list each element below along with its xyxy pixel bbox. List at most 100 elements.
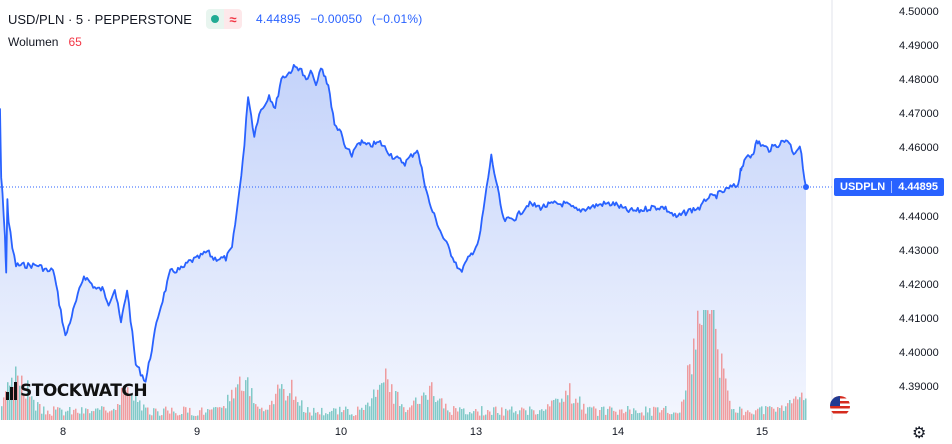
volume-bar <box>221 407 223 420</box>
volume-bar <box>493 407 495 420</box>
volume-bar <box>483 415 485 420</box>
volume-bar <box>349 414 351 420</box>
volume-bar <box>335 408 337 420</box>
volume-bar <box>383 382 385 420</box>
volume-bar <box>647 412 649 420</box>
volume-bar <box>381 383 383 420</box>
y-tick-label: 4.48000 <box>899 74 939 87</box>
symbol-title[interactable]: USD/PLN · 5 · PEPPERSTONE <box>8 11 192 27</box>
volume-bar <box>597 415 599 420</box>
volume-bar <box>745 411 747 420</box>
volume-bar <box>723 368 725 420</box>
wavy-equal-icon[interactable]: ≈ <box>223 9 242 29</box>
volume-bar <box>709 313 711 420</box>
volume-bar <box>455 408 457 420</box>
volume-bar <box>727 390 729 420</box>
volume-bar <box>765 406 767 420</box>
volume-bar <box>113 408 115 420</box>
volume-bar <box>309 412 311 420</box>
volume-bar <box>715 328 717 420</box>
price-tag: USDPLN 4.44895 <box>834 178 944 196</box>
volume-bar <box>151 415 153 420</box>
volume-bar <box>395 391 397 420</box>
volume-bar <box>185 407 187 420</box>
volume-bar <box>529 406 531 420</box>
volume-bar <box>585 413 587 420</box>
volume-bar <box>485 414 487 420</box>
volume-bar <box>753 414 755 420</box>
volume-bar <box>589 406 591 420</box>
volume-bar <box>767 406 769 420</box>
volume-bar <box>387 379 389 420</box>
volume-bar <box>255 404 257 420</box>
x-tick-label: 8 <box>59 426 67 438</box>
volume-bar <box>45 414 47 420</box>
volume-bar <box>731 409 733 420</box>
volume-bar <box>497 413 499 420</box>
volume-bar <box>665 406 667 420</box>
volume-bar <box>217 407 219 420</box>
volume-bar <box>555 398 557 420</box>
volume-bar <box>315 412 317 420</box>
volume-bar <box>173 411 175 420</box>
volume-bar <box>697 310 699 420</box>
volume-bar <box>137 402 139 420</box>
volume-bar <box>131 393 133 420</box>
volume-bar <box>83 413 85 420</box>
volume-bar <box>339 406 341 420</box>
volume-bar <box>595 408 597 420</box>
volume-bar <box>291 379 293 420</box>
volume-bar <box>755 410 757 420</box>
volume-bar <box>495 406 497 420</box>
volume-bar <box>363 410 365 420</box>
volume-bar <box>609 406 611 420</box>
volume-bar <box>457 411 459 420</box>
volume-bar <box>219 407 221 420</box>
volume-bar <box>279 388 281 420</box>
volume-bar <box>59 407 61 420</box>
volume-bar <box>245 380 247 420</box>
volume-bar <box>565 390 567 420</box>
volume-bar <box>419 403 421 420</box>
volume-bar <box>187 412 189 420</box>
gear-icon[interactable]: ⚙ <box>912 425 927 442</box>
market-status-pill[interactable]: ≈ <box>205 9 242 29</box>
volume-legend[interactable]: Wolumen 65 <box>8 35 82 49</box>
volume-bar <box>205 412 207 420</box>
volume-bar <box>41 413 43 420</box>
volume-value: 65 <box>68 35 82 49</box>
volume-bar <box>79 413 81 420</box>
x-tick-label: 10 <box>334 426 348 438</box>
volume-bar <box>713 310 715 420</box>
volume-bar <box>769 406 771 420</box>
last-price-dot <box>803 184 809 191</box>
volume-bar <box>261 407 263 420</box>
volume-bar <box>229 401 231 420</box>
volume-bar <box>463 408 465 420</box>
volume-bar <box>91 411 93 420</box>
volume-bar <box>551 400 553 420</box>
volume-bar <box>413 400 415 420</box>
volume-bar <box>181 414 183 420</box>
volume-bar <box>345 406 347 420</box>
volume-bar <box>51 415 53 420</box>
volume-bar <box>549 406 551 420</box>
volume-bar <box>199 410 201 420</box>
volume-bar <box>225 408 227 420</box>
volume-bar <box>73 409 75 420</box>
market-open-dot-icon[interactable] <box>205 9 224 29</box>
volume-bar <box>263 411 265 420</box>
us-flag-icon[interactable] <box>830 396 850 416</box>
volume-bar <box>319 414 321 420</box>
volume-bar <box>237 384 239 420</box>
volume-bar <box>743 415 745 420</box>
volume-bar <box>469 412 471 420</box>
volume-bar <box>393 403 395 420</box>
volume-bar <box>797 399 799 420</box>
volume-bar <box>105 410 107 420</box>
volume-bar <box>801 392 803 420</box>
volume-bar <box>355 415 357 420</box>
volume-bar <box>439 398 441 420</box>
volume-bar <box>569 383 571 420</box>
